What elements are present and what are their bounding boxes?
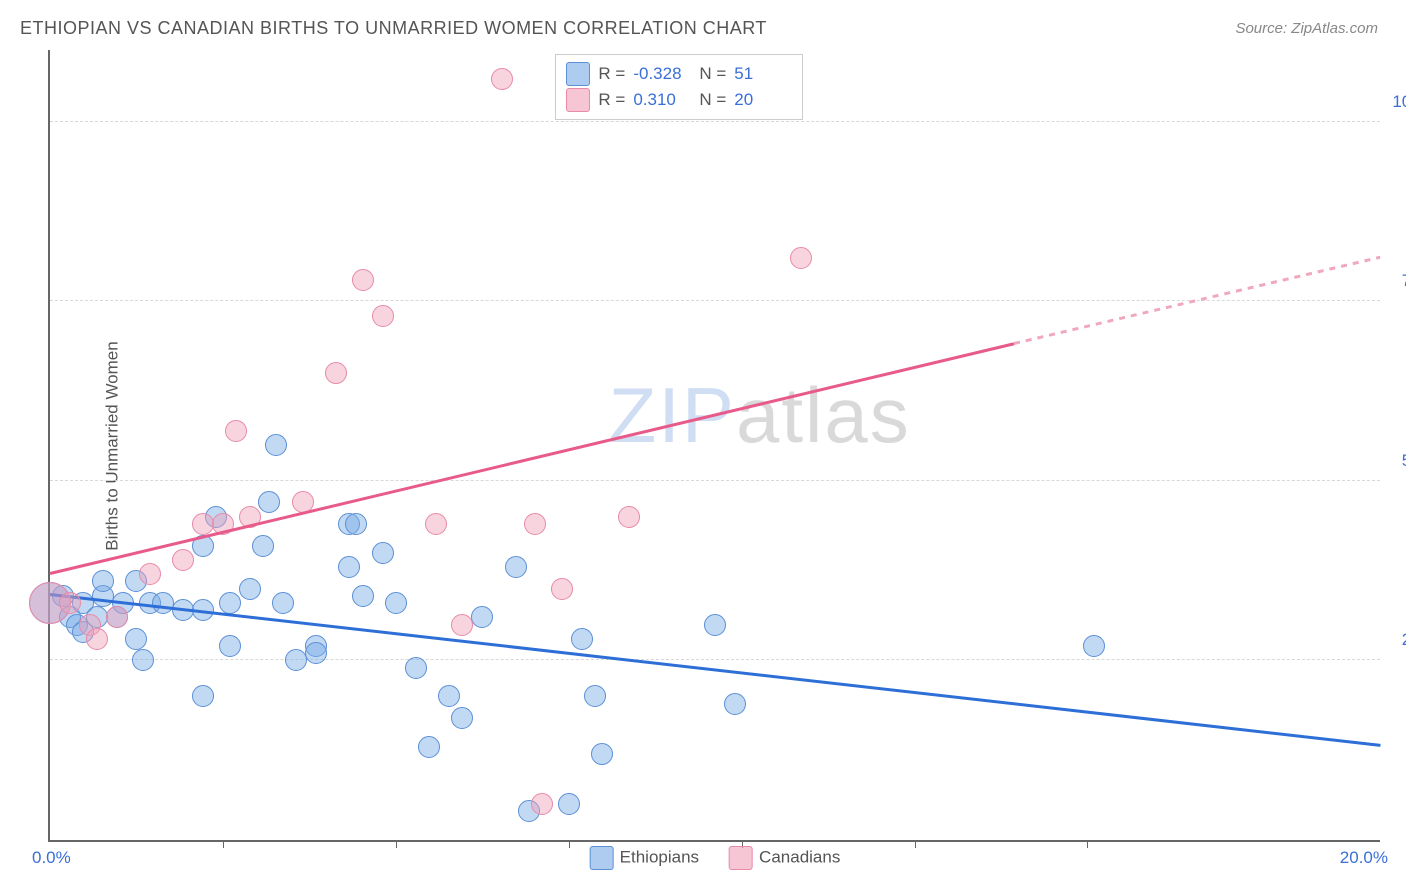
data-point-blue [352, 585, 374, 607]
data-point-pink [531, 793, 553, 815]
data-point-blue [252, 535, 274, 557]
data-point-blue [724, 693, 746, 715]
data-point-pink [451, 614, 473, 636]
source-attribution: Source: ZipAtlas.com [1235, 20, 1378, 37]
data-point-blue [219, 635, 241, 657]
data-point-pink [524, 513, 546, 535]
x-tick-mark [915, 840, 916, 848]
correlation-legend: R = -0.328 N = 51 R = 0.310 N = 20 [555, 54, 803, 120]
gridline-h [50, 121, 1380, 122]
data-point-blue [405, 657, 427, 679]
legend-n-value: 20 [734, 90, 792, 110]
legend-r-value: -0.328 [633, 64, 691, 84]
data-point-blue [571, 628, 593, 650]
y-tick-label: 50.0% [1390, 451, 1406, 471]
data-point-blue [584, 685, 606, 707]
legend-series-name: Ethiopians [620, 847, 699, 866]
data-point-pink [225, 420, 247, 442]
data-point-pink [106, 606, 128, 628]
data-point-blue [132, 649, 154, 671]
trend-line-pink [50, 342, 1015, 574]
x-tick-mark [396, 840, 397, 848]
data-point-blue [505, 556, 527, 578]
data-point-pink [790, 247, 812, 269]
legend-swatch [590, 846, 614, 870]
data-point-pink [425, 513, 447, 535]
data-point-blue [285, 649, 307, 671]
data-point-pink [192, 513, 214, 535]
legend-swatch [729, 846, 753, 870]
legend-row: R = -0.328 N = 51 [566, 61, 792, 87]
data-point-blue [438, 685, 460, 707]
x-tick-mark [223, 840, 224, 848]
y-tick-label: 100.0% [1390, 92, 1406, 112]
series-legend: Ethiopians Canadians [590, 846, 841, 870]
data-point-blue [219, 592, 241, 614]
data-point-pink [372, 305, 394, 327]
legend-n-label: N = [699, 64, 726, 84]
data-point-pink [618, 506, 640, 528]
data-point-blue [418, 736, 440, 758]
data-point-blue [558, 793, 580, 815]
data-point-blue [1083, 635, 1105, 657]
legend-r-label: R = [598, 90, 625, 110]
legend-swatch [566, 62, 590, 86]
legend-item: Ethiopians [590, 846, 699, 870]
data-point-blue [345, 513, 367, 535]
data-point-blue [239, 578, 261, 600]
x-tick-mark [1087, 840, 1088, 848]
legend-row: R = 0.310 N = 20 [566, 87, 792, 113]
gridline-h [50, 480, 1380, 481]
x-tick-label-max: 20.0% [1340, 848, 1388, 868]
gridline-h [50, 300, 1380, 301]
scatter-plot-area: 25.0%50.0%75.0%100.0%0.0%20.0%ZIPatlasR … [48, 50, 1380, 842]
data-point-pink [139, 563, 161, 585]
data-point-blue [704, 614, 726, 636]
data-point-pink [172, 549, 194, 571]
data-point-blue [258, 491, 280, 513]
data-point-pink [352, 269, 374, 291]
y-tick-label: 75.0% [1390, 271, 1406, 291]
data-point-blue [92, 570, 114, 592]
data-point-blue [272, 592, 294, 614]
data-point-blue [305, 642, 327, 664]
chart-title: ETHIOPIAN VS CANADIAN BIRTHS TO UNMARRIE… [20, 18, 767, 39]
data-point-pink [491, 68, 513, 90]
legend-r-value: 0.310 [633, 90, 691, 110]
y-tick-label: 25.0% [1390, 630, 1406, 650]
data-point-pink [551, 578, 573, 600]
data-point-blue [451, 707, 473, 729]
data-point-pink [59, 592, 81, 614]
legend-n-label: N = [699, 90, 726, 110]
data-point-blue [125, 628, 147, 650]
legend-series-name: Canadians [759, 847, 840, 866]
watermark: ZIPatlas [609, 370, 911, 461]
data-point-blue [385, 592, 407, 614]
data-point-pink [325, 362, 347, 384]
data-point-blue [152, 592, 174, 614]
data-point-blue [372, 542, 394, 564]
data-point-blue [591, 743, 613, 765]
x-tick-mark [569, 840, 570, 848]
legend-item: Canadians [729, 846, 840, 870]
data-point-blue [192, 685, 214, 707]
legend-n-value: 51 [734, 64, 792, 84]
data-point-blue [338, 556, 360, 578]
gridline-h [50, 659, 1380, 660]
data-point-pink [86, 628, 108, 650]
data-point-blue [265, 434, 287, 456]
x-tick-label-min: 0.0% [32, 848, 71, 868]
legend-r-label: R = [598, 64, 625, 84]
legend-swatch [566, 88, 590, 112]
data-point-blue [471, 606, 493, 628]
